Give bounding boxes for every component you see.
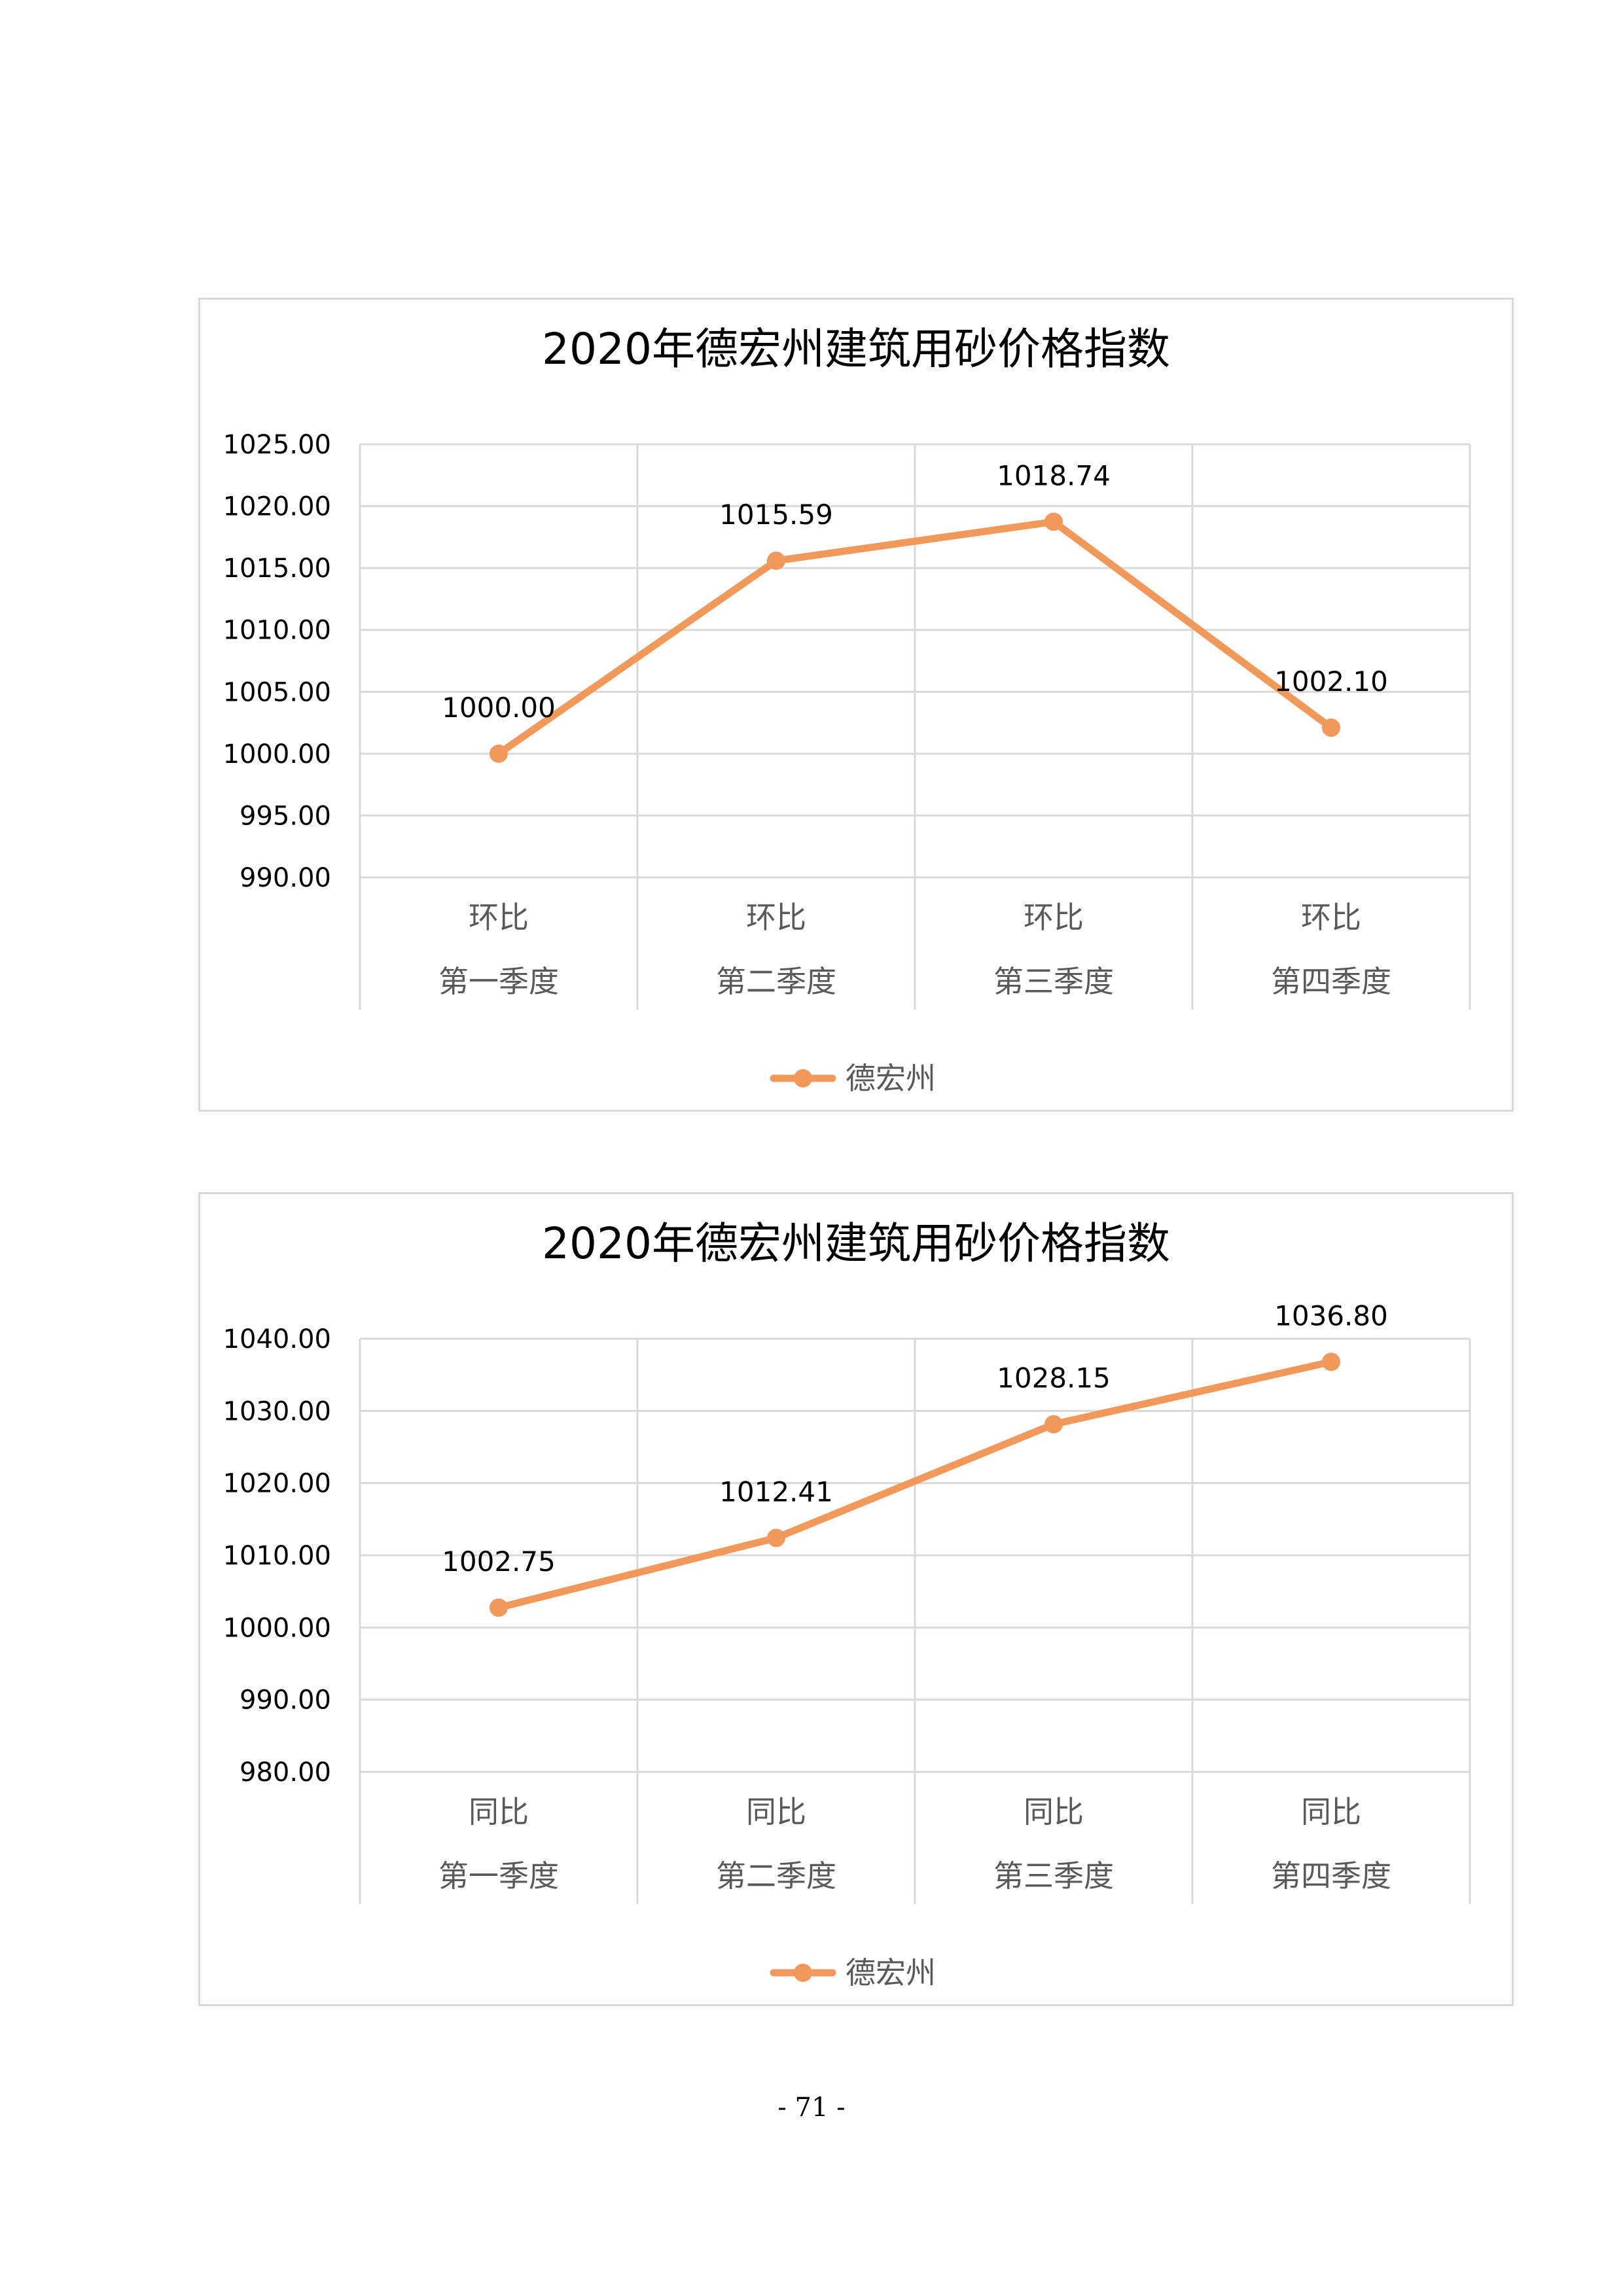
y-tick-label: 1015.00 <box>223 554 331 584</box>
x-category-label-bottom: 第一季度 <box>438 1858 559 1894</box>
x-category-label-bottom: 第二季度 <box>716 964 836 999</box>
data-label: 1018.74 <box>997 459 1111 491</box>
x-category-label-bottom: 第四季度 <box>1271 1858 1391 1894</box>
y-tick-label: 995.00 <box>240 801 331 831</box>
data-point <box>767 1528 785 1547</box>
y-tick-label: 1025.00 <box>223 430 331 460</box>
y-tick-label: 1000.00 <box>223 739 331 769</box>
y-tick-label: 980.00 <box>240 1757 331 1788</box>
chart-title: 2020年德宏州建筑用砂价格指数 <box>542 324 1170 374</box>
data-point <box>1322 718 1340 737</box>
x-category-label-top: 同比 <box>1024 1794 1084 1829</box>
chart-svg-year-on-year: 2020年德宏州建筑用砂价格指数 980.00 990.00 1000.00 1010.… <box>223 1218 1471 1990</box>
x-category-label-bottom: 第三季度 <box>993 964 1114 999</box>
legend-marker-icon <box>794 1964 812 1982</box>
y-tick-label: 1030.00 <box>223 1396 331 1426</box>
legend-label: 德宏州 <box>846 1061 936 1096</box>
data-label: 1028.15 <box>997 1362 1111 1394</box>
y-tick-label: 1010.00 <box>223 616 331 646</box>
chart-title: 2020年德宏州建筑用砂价格指数 <box>542 1218 1170 1269</box>
data-label: 1012.41 <box>719 1475 833 1508</box>
y-tick-label: 990.00 <box>240 863 331 893</box>
x-category-label-bottom: 第二季度 <box>716 1858 836 1894</box>
y-tick-label: 1010.00 <box>223 1541 331 1571</box>
data-label: 1002.10 <box>1274 665 1388 698</box>
y-tick-label: 1020.00 <box>223 492 331 522</box>
x-category-label-top: 环比 <box>469 900 529 935</box>
data-point <box>490 1598 508 1617</box>
x-category-label-bottom: 第一季度 <box>438 964 559 999</box>
y-tick-label: 1020.00 <box>223 1469 331 1499</box>
data-label: 1015.59 <box>719 499 833 531</box>
data-label: 1002.75 <box>442 1545 556 1578</box>
x-category-label-top: 环比 <box>1024 900 1084 935</box>
x-category-label-top: 环比 <box>746 900 806 935</box>
x-category-label-top: 同比 <box>469 1794 529 1829</box>
series-line-dehong <box>495 518 1335 758</box>
legend-label: 德宏州 <box>846 1955 936 1990</box>
series-line-dehong <box>495 1358 1335 1612</box>
chart-container-month-on-month: 2020年德宏州建筑用砂价格指数 990.00 995.00 1000.00 1005.… <box>198 298 1514 1112</box>
x-category-label-bottom: 第三季度 <box>993 1858 1114 1894</box>
data-point <box>490 744 508 763</box>
chart-container-year-on-year: 2020年德宏州建筑用砂价格指数 980.00 990.00 1000.00 1010.… <box>198 1192 1514 2006</box>
y-tick-label: 990.00 <box>240 1686 331 1716</box>
y-tick-label: 1040.00 <box>223 1324 331 1354</box>
data-point <box>767 551 785 570</box>
y-tick-label: 1005.00 <box>223 677 331 707</box>
chart-svg-month-on-month: 2020年德宏州建筑用砂价格指数 990.00 995.00 1000.00 1005.… <box>223 324 1471 1096</box>
data-point <box>1322 1352 1340 1371</box>
data-point <box>1044 512 1063 531</box>
data-label: 1036.80 <box>1274 1299 1388 1332</box>
data-label: 1000.00 <box>442 692 556 724</box>
x-category-label-top: 环比 <box>1301 900 1361 935</box>
x-category-label-top: 同比 <box>746 1794 806 1829</box>
y-tick-label: 1000.00 <box>223 1613 331 1643</box>
x-category-label-top: 同比 <box>1301 1794 1361 1829</box>
legend-marker-icon <box>794 1069 812 1087</box>
page-number: - 71 - <box>777 2093 846 2123</box>
x-category-label-bottom: 第四季度 <box>1271 964 1391 999</box>
data-point <box>1044 1415 1063 1434</box>
